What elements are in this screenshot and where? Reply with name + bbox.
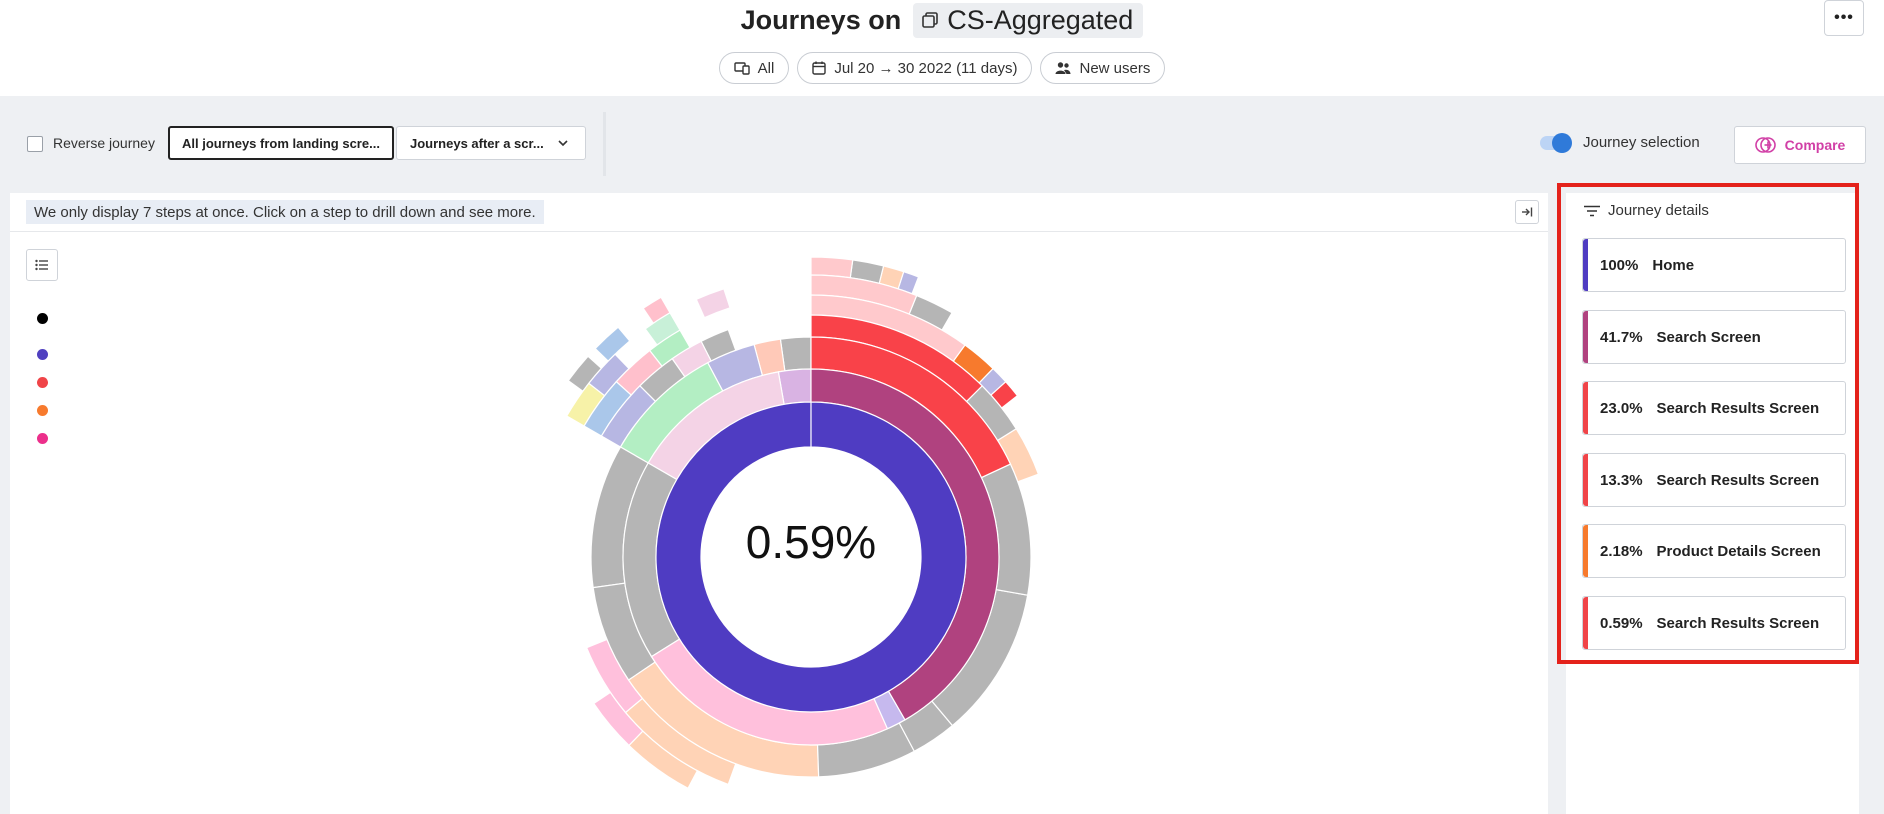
journey-step-card[interactable]: 41.7% Search Screen <box>1582 310 1846 364</box>
center-percentage: 0.59% <box>746 516 876 568</box>
step-name: Search Results Screen <box>1656 399 1820 417</box>
step-name: Search Results Screen <box>1656 614 1820 632</box>
journey-step-card[interactable]: 0.59% Search Results Screen <box>1582 596 1846 650</box>
journey-selection-label: Journey selection <box>1583 134 1700 151</box>
compare-label: Compare <box>1784 137 1846 153</box>
collapse-icon <box>1522 207 1533 217</box>
filter-lines-icon <box>1584 205 1600 216</box>
step-name: Home <box>1652 256 1695 274</box>
step-color-bar <box>1583 239 1588 291</box>
reverse-journey-checkbox[interactable] <box>27 136 43 152</box>
toolbar-divider <box>603 112 606 176</box>
calendar-icon <box>812 61 827 75</box>
step-color-bar <box>1583 382 1588 434</box>
compare-button[interactable]: Compare <box>1734 126 1866 164</box>
page-title: Journeys on CS-Aggregated <box>0 0 1884 40</box>
sunburst-segment-home[interactable] <box>655 401 967 713</box>
workspace-icon <box>922 12 939 28</box>
step-color-bar <box>1583 311 1588 363</box>
journey-step-card[interactable]: 2.18% Product Details Screen <box>1582 524 1846 578</box>
journey-selection-toggle[interactable] <box>1540 133 1572 153</box>
journey-step-card[interactable]: 23.0% Search Results Screen <box>1582 381 1846 435</box>
step-name: Product Details Screen <box>1656 542 1821 560</box>
step-percentage: 2.18% <box>1600 542 1643 560</box>
legend-dot-2 <box>37 377 48 388</box>
reverse-journey-label: Reverse journey <box>53 135 155 151</box>
collapse-panel-button[interactable] <box>1515 200 1539 224</box>
device-filter-label: All <box>757 59 775 77</box>
legend-dot-4 <box>37 433 48 444</box>
landing-screen-label: All journeys from landing scre... <box>182 135 380 151</box>
journey-sunburst-chart[interactable]: 0.59% <box>480 230 1140 814</box>
segment-filter-label: New users <box>1079 59 1151 77</box>
journey-step-card[interactable]: 13.3% Search Results Screen <box>1582 453 1846 507</box>
sunburst-center <box>702 448 920 666</box>
journey-details-title: Journey details <box>1608 202 1709 219</box>
legend-dot-3 <box>37 405 48 416</box>
workspace-name: CS-Aggregated <box>947 4 1134 35</box>
journeys-after-label: Journeys after a scr... <box>410 135 544 151</box>
step-percentage: 41.7% <box>1600 328 1643 346</box>
panel-divider <box>10 231 1548 232</box>
users-icon <box>1055 62 1071 74</box>
device-filter[interactable]: All <box>718 52 790 84</box>
step-color-bar <box>1583 525 1588 577</box>
more-options-button[interactable]: ••• <box>1824 0 1864 36</box>
workspace-chip[interactable]: CS-Aggregated <box>913 2 1144 38</box>
step-percentage: 0.59% <box>1600 614 1643 632</box>
step-name: Search Results Screen <box>1656 471 1820 489</box>
compare-icon <box>1754 137 1776 153</box>
highlight-box <box>1557 183 1859 664</box>
segment-filter[interactable]: New users <box>1040 52 1166 84</box>
step-color-bar <box>1583 597 1588 649</box>
sunburst-segment[interactable] <box>695 288 731 319</box>
step-percentage: 100% <box>1600 256 1639 274</box>
legend-dot-1 <box>37 349 48 360</box>
step-color-bar <box>1583 454 1588 506</box>
landing-screen-button[interactable]: All journeys from landing scre... <box>168 126 394 160</box>
devices-icon <box>733 62 750 75</box>
steps-hint: We only display 7 steps at once. Click o… <box>26 200 544 224</box>
step-name: Search Screen <box>1656 328 1761 346</box>
journey-step-card[interactable]: 100% Home <box>1582 238 1846 292</box>
date-filter[interactable]: Jul 20 → 30 2022 (11 days) <box>797 52 1033 84</box>
date-filter-label: Jul 20 → 30 2022 (11 days) <box>834 59 1018 77</box>
chevron-down-icon <box>558 139 568 146</box>
title-prefix: Journeys on <box>740 4 902 35</box>
legend-toggle-button[interactable] <box>26 249 58 281</box>
filter-bar: All Jul 20 → 30 2022 (11 days) New users <box>0 52 1884 84</box>
list-icon <box>35 259 48 271</box>
journey-details-header: Journey details <box>1584 202 1709 219</box>
step-percentage: 13.3% <box>1600 471 1643 489</box>
legend-dot-0 <box>37 313 48 324</box>
sunburst-segment[interactable] <box>779 336 812 372</box>
step-percentage: 23.0% <box>1600 399 1643 417</box>
journeys-after-dropdown[interactable]: Journeys after a scr... <box>396 126 586 160</box>
